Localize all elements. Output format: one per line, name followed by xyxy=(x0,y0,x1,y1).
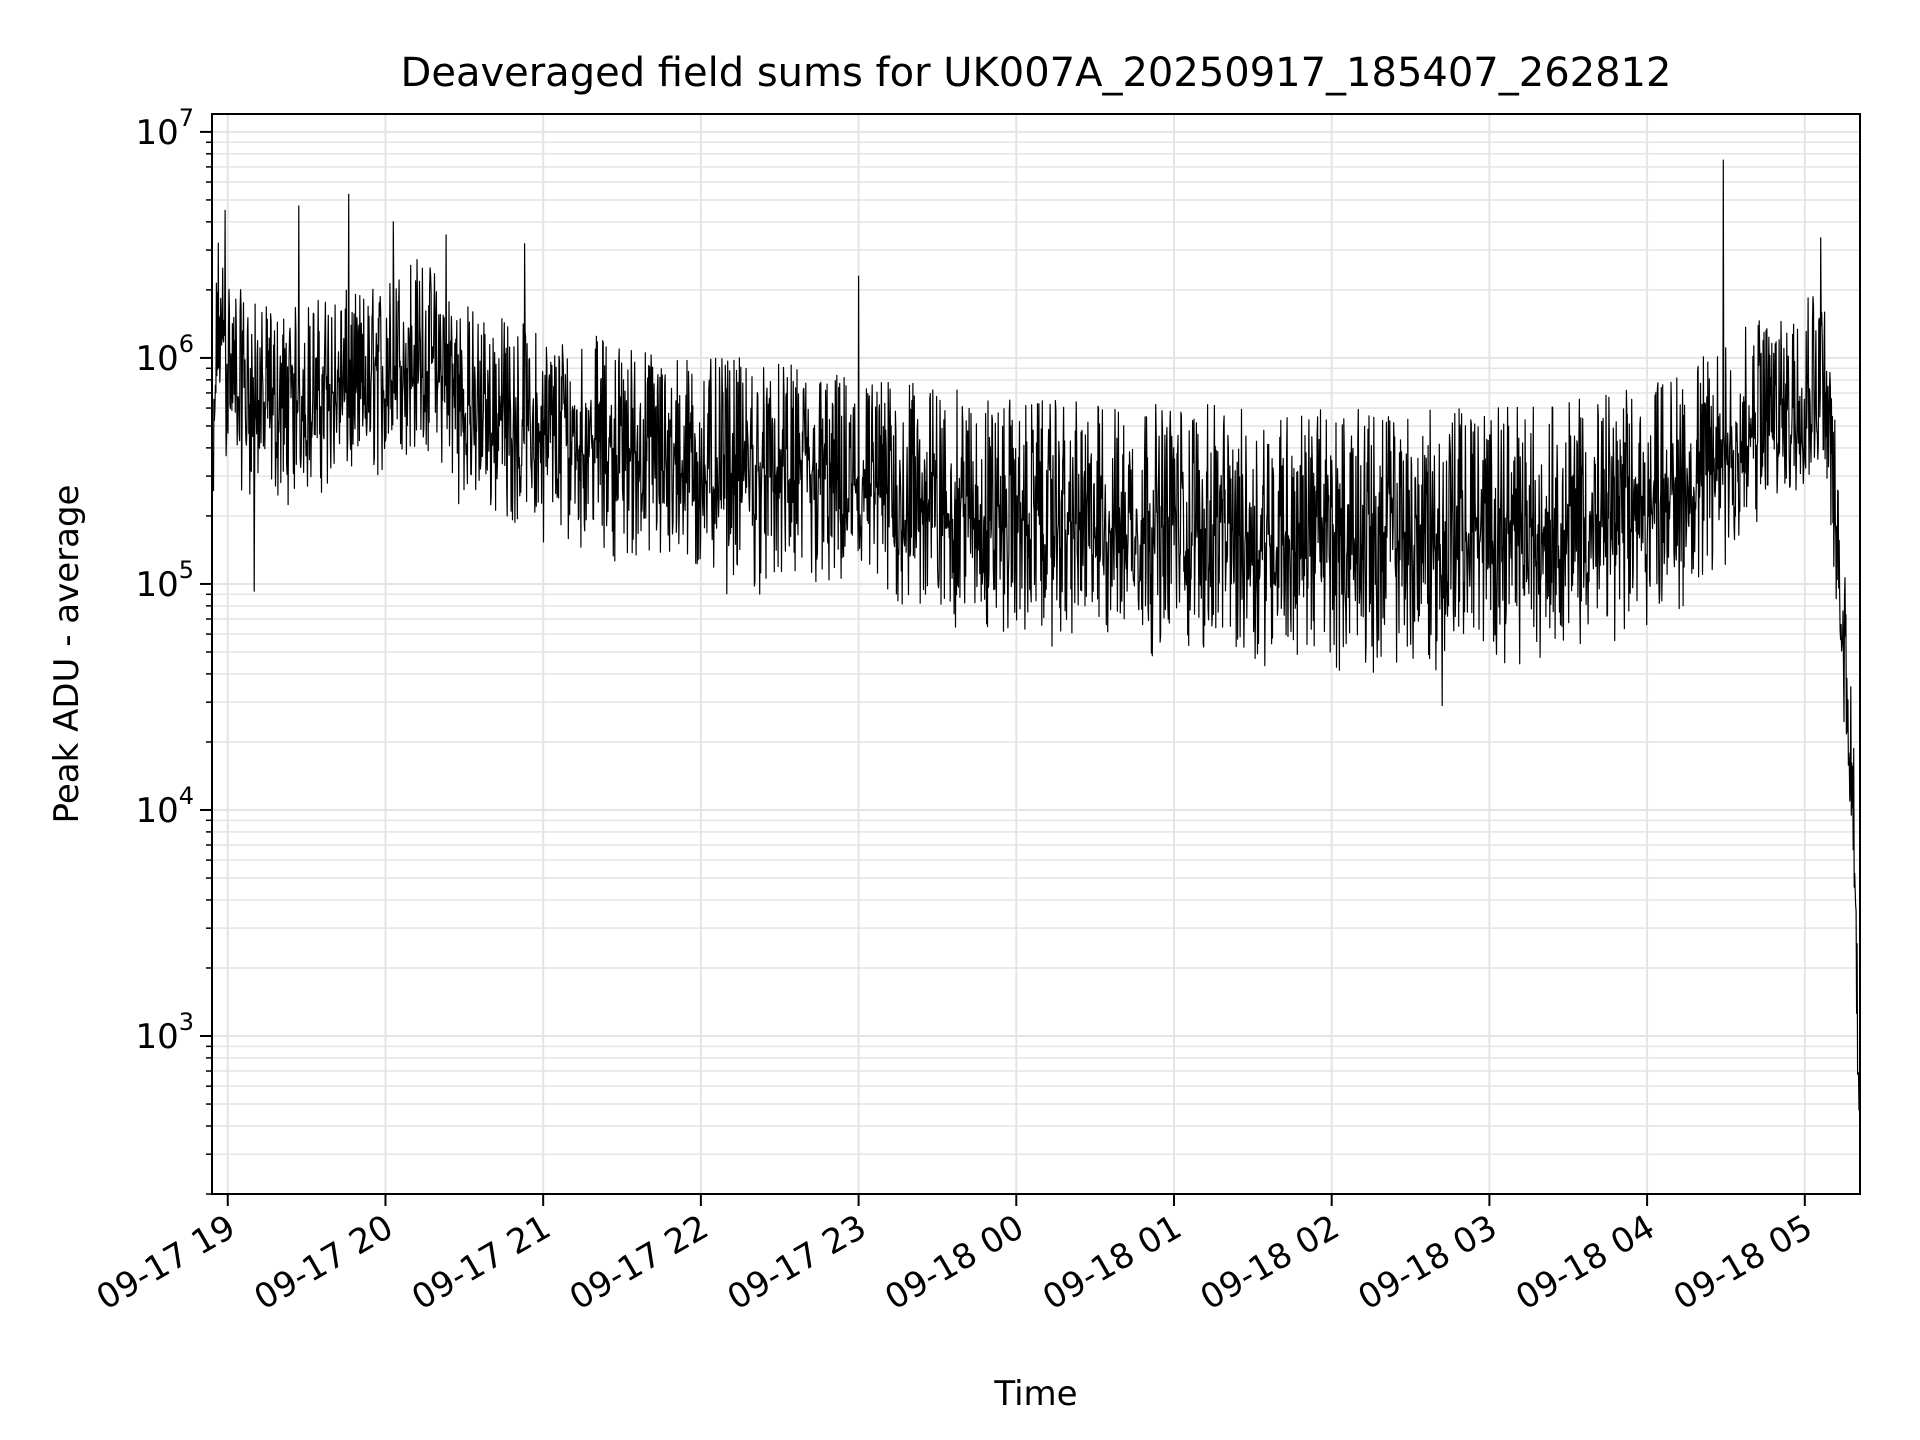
series-line xyxy=(211,159,1861,1140)
y-tick-label: 107 xyxy=(135,104,194,153)
y-tick-label: 106 xyxy=(135,330,194,379)
y-tick-label: 104 xyxy=(135,782,194,831)
data-series xyxy=(211,159,1861,1140)
y-tick-label: 105 xyxy=(135,556,194,605)
y-tick-label: 103 xyxy=(135,1008,194,1057)
y-axis-label: Peak ADU - average xyxy=(47,485,87,824)
y-axis: 103 104 105 106 107 xyxy=(135,104,212,1195)
grid xyxy=(212,114,1860,1195)
plot-frame xyxy=(211,113,1861,1195)
x-axis-label: Time xyxy=(993,1374,1077,1414)
chart-title: Deaveraged field sums for UK007A_2025091… xyxy=(401,50,1672,96)
